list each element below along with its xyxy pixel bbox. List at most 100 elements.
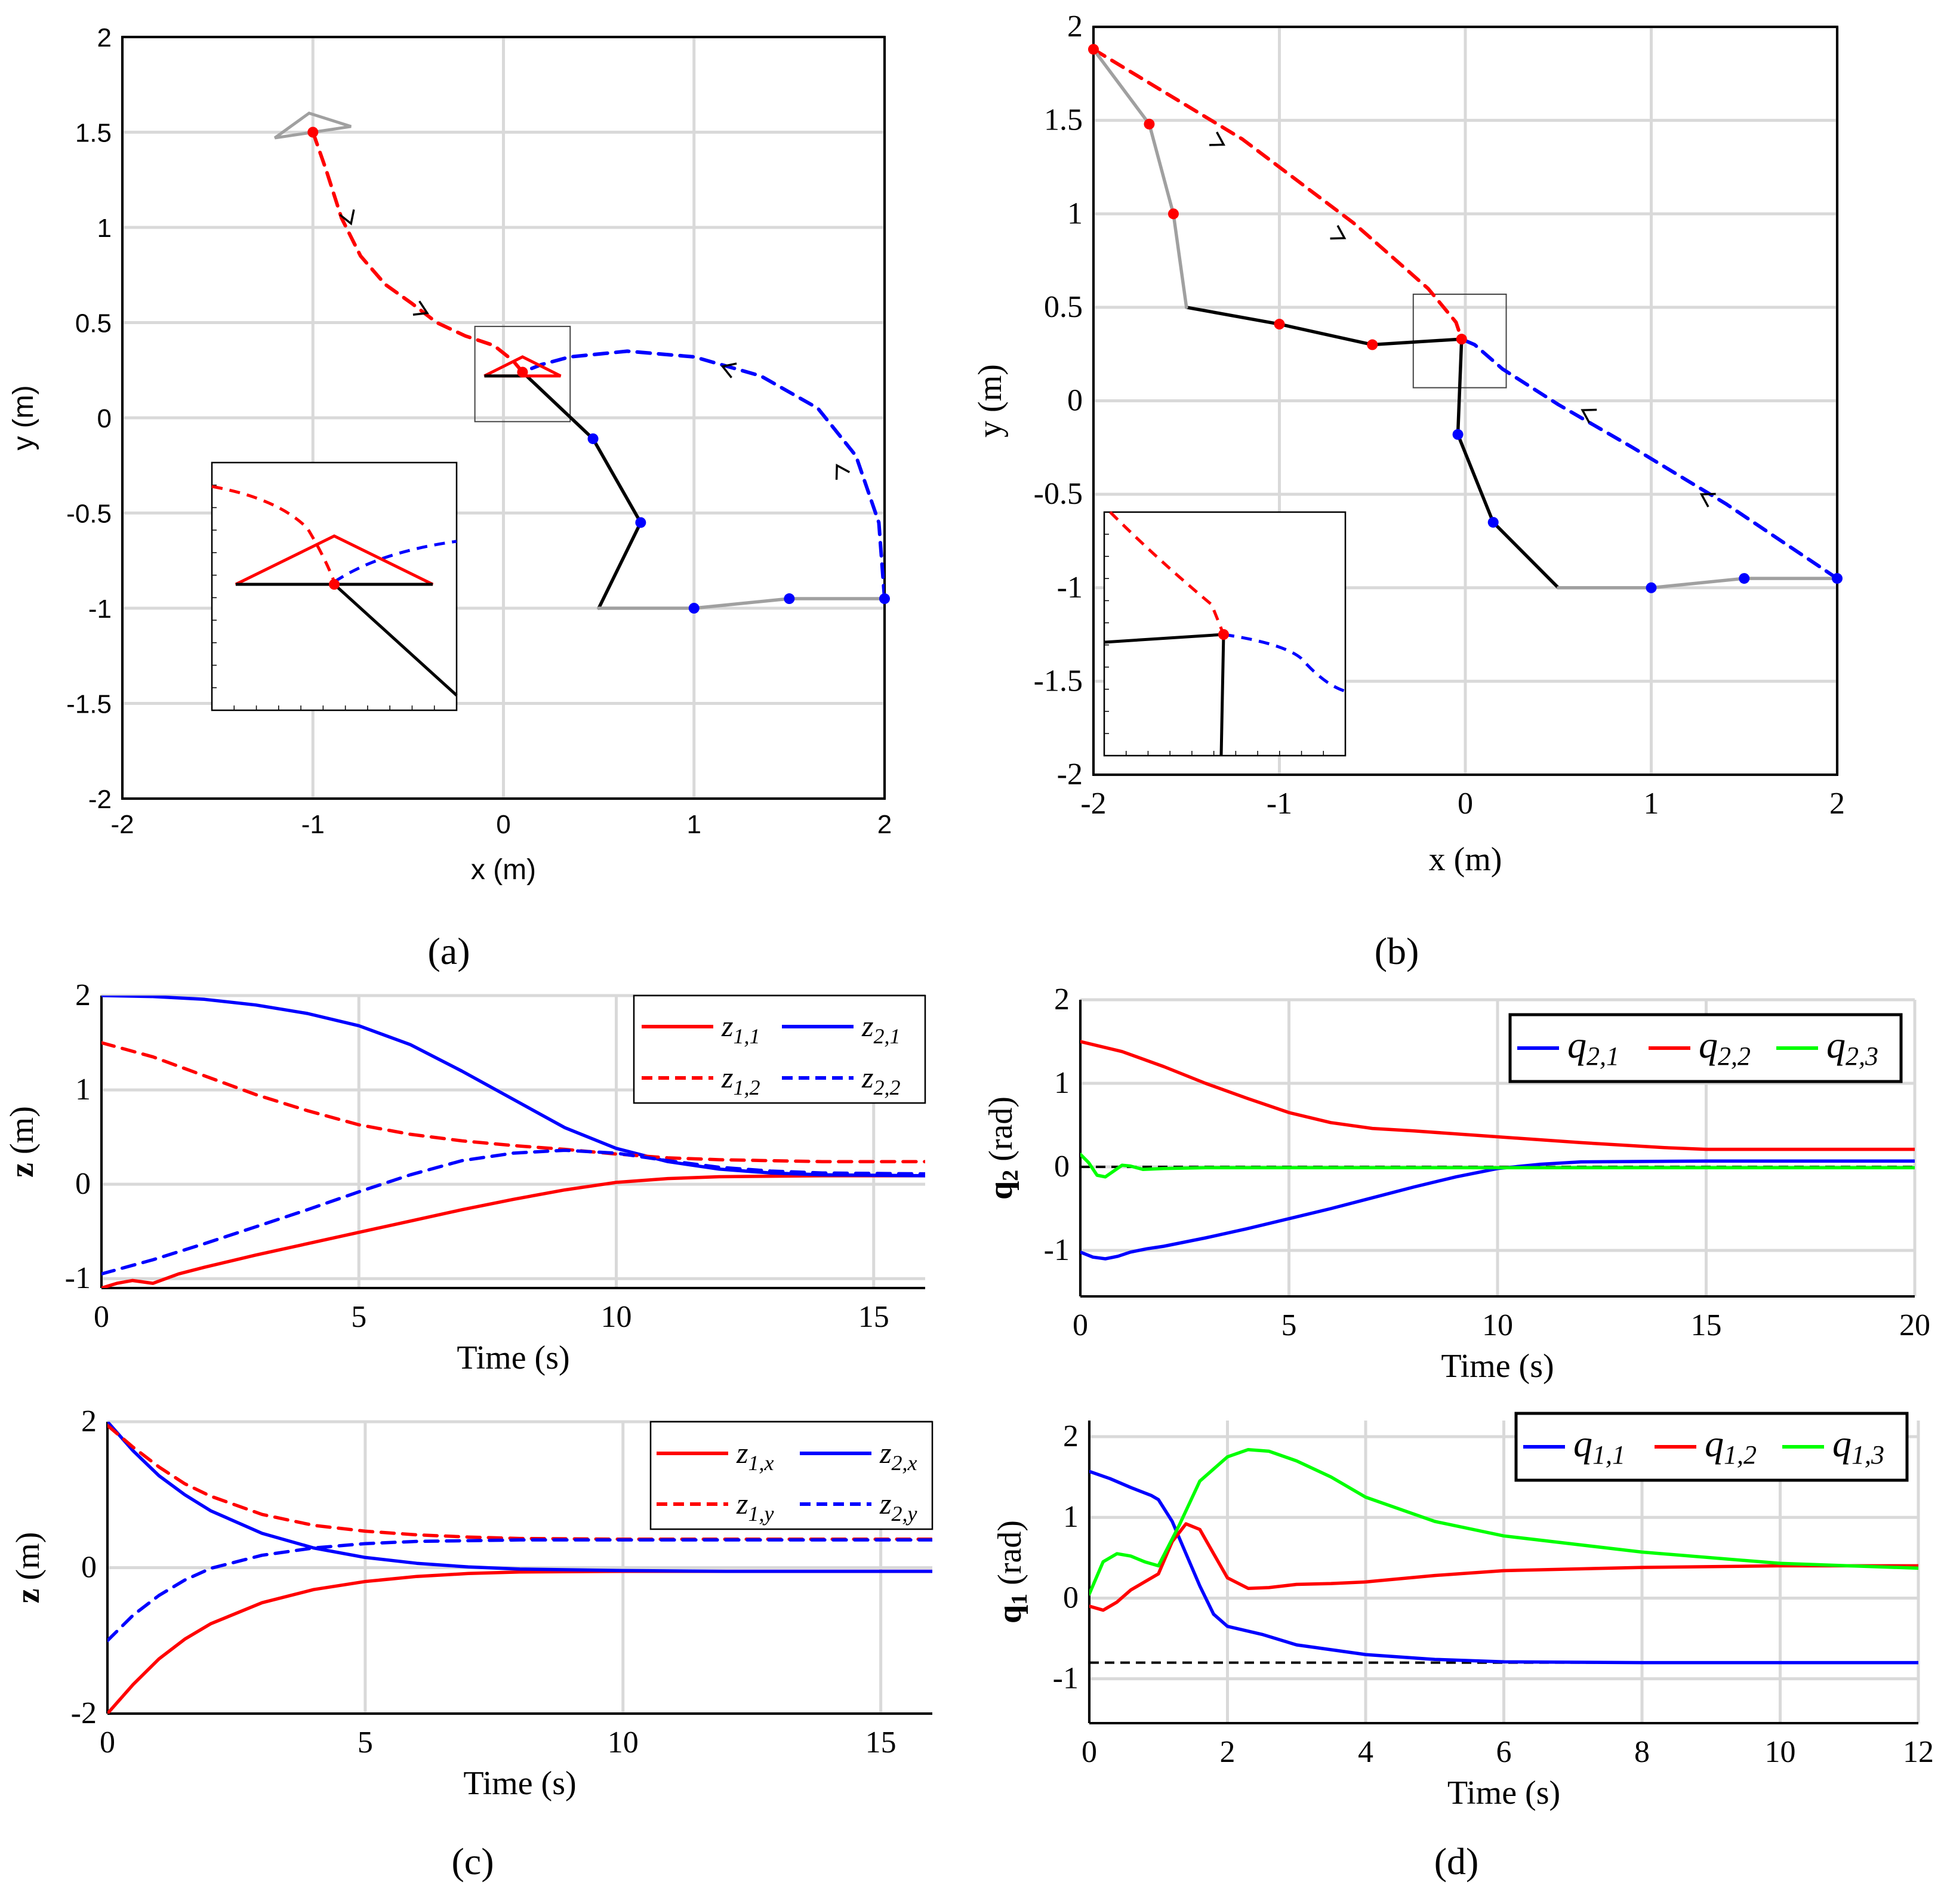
y-axis-label: z (m) [10, 1532, 47, 1604]
joint-dot-red [1144, 118, 1155, 130]
direction-arrow [1581, 408, 1597, 424]
inset-joint-dot [329, 579, 340, 590]
series-line-q1-1 [1089, 1469, 1918, 1665]
y-tick-label: 0.5 [1044, 290, 1083, 324]
series-line-red-agent-trajectory [311, 130, 525, 374]
x-tick-label: 4 [1358, 1735, 1373, 1769]
x-axis-label: x (m) [471, 854, 536, 886]
x-axis-label: Time (s) [457, 1339, 569, 1376]
y-tick-label: 1 [75, 1073, 91, 1107]
y-tick-label: -1 [65, 1261, 91, 1295]
x-tick-label: 0 [1082, 1735, 1097, 1769]
inset-red-trajectory [1109, 511, 1225, 635]
series-line-q2-3 [1080, 1153, 1915, 1179]
joint-dot-blue [1452, 429, 1464, 440]
y-axis-label: q1 (rad) [991, 1520, 1032, 1623]
joint-dot-blue [784, 593, 795, 605]
inset-red-trajectory [211, 485, 336, 583]
y-tick-label: 1 [1063, 1500, 1079, 1534]
y-axis-label: y (m) [8, 385, 39, 450]
legend-entry-label: q2,2 [1699, 1024, 1751, 1071]
series-line-initial-arm [597, 597, 885, 610]
joint-dot-red [1167, 208, 1179, 220]
x-tick-label: 5 [351, 1300, 366, 1334]
legend-entry-label: z2,1 [861, 1009, 900, 1048]
y-tick-label: 2 [1067, 10, 1083, 44]
joint-dot-red [1367, 339, 1378, 350]
series-line-q2-1 [1080, 1159, 1915, 1261]
x-tick-label: 10 [608, 1726, 639, 1760]
x-tick-label: 10 [601, 1300, 632, 1334]
x-tick-label: 15 [1691, 1308, 1722, 1342]
x-tick-label: 0 [1073, 1308, 1088, 1342]
caption-a: (a) [427, 930, 470, 972]
y-axis-label: q2 (rad) [982, 1096, 1023, 1200]
y-tick-label: 2 [75, 978, 91, 1012]
plot-frame [1092, 26, 1838, 776]
caption-b: (b) [1375, 930, 1419, 972]
panel-a-trajectory-plot: -2 -1 0 1 2 2 1.5 1 0.5 0 -0.5 -1 -1.5 -2 x (m) y (m) [8, 23, 892, 886]
series-line-blue-agent-trajectory [1459, 337, 1839, 581]
y-tick-label: 1.5 [75, 119, 112, 148]
series-line-z2-2 [101, 1148, 925, 1276]
x-tick-label: -1 [1267, 787, 1292, 821]
x-tick-label: 0 [1458, 787, 1473, 821]
series-line-z2-x [107, 1422, 932, 1573]
joint-dot-red [307, 127, 319, 138]
y-tick-label: 0 [81, 1551, 97, 1585]
x-axis-label: Time (s) [463, 1765, 576, 1802]
series-line-red-agent-trajectory [1092, 47, 1464, 341]
x-tick-label: -2 [1080, 787, 1106, 821]
legend-entry-label: q2,3 [1826, 1024, 1878, 1071]
x-tick-label: 2 [1220, 1735, 1236, 1769]
x-tick-label: 5 [358, 1726, 373, 1760]
series-line-initial-arm-left [1092, 47, 1188, 309]
series-line-z1-2 [101, 1041, 925, 1163]
x-tick-label: 10 [1765, 1735, 1796, 1769]
direction-arrow [339, 209, 355, 226]
y-tick-label: 0 [75, 1167, 91, 1201]
series-line-blue-agent-trajectory [520, 349, 885, 600]
x-tick-label: 2 [877, 810, 892, 839]
legend-entry-label: z1,x [736, 1436, 774, 1475]
y-tick-label: -2 [88, 785, 112, 814]
legend-box [1514, 1412, 1909, 1482]
inset-arm-link [333, 583, 458, 697]
x-tick-label: -1 [301, 810, 325, 839]
y-tick-label: 2 [1063, 1419, 1079, 1453]
joint-dot-red [1274, 319, 1285, 330]
joint-dot-blue [1739, 573, 1750, 584]
x-tick-label: 20 [1899, 1308, 1930, 1342]
y-tick-label: -1.5 [66, 690, 112, 719]
direction-arrow [1699, 492, 1716, 508]
plot-frame [121, 36, 886, 800]
y-tick-label: 0 [97, 404, 112, 433]
legend-entry-label: z1,1 [721, 1009, 760, 1048]
y-tick-label: 2 [1054, 982, 1070, 1016]
legend-entry-label: z1,2 [721, 1061, 760, 1099]
x-tick-label: 0 [100, 1726, 115, 1760]
series-line-final-arm [520, 370, 643, 610]
y-tick-label: 1.5 [1044, 103, 1083, 137]
inset-blue-trajectory [333, 540, 457, 584]
panel-b-trajectory-plot: -2 -1 0 1 2 2 1.5 1 0.5 0 -0.5 -1 -1.5 -2 x (m) y (m) [972, 10, 1845, 878]
x-tick-label: 8 [1634, 1735, 1650, 1769]
x-tick-label: 2 [1829, 787, 1845, 821]
legend-box [633, 994, 926, 1104]
x-tick-label: 15 [865, 1726, 897, 1760]
x-tick-label: 12 [1903, 1735, 1934, 1769]
direction-arrow [1330, 225, 1347, 240]
x-tick-label: -2 [110, 810, 134, 839]
legend-entry-label: q1,3 [1832, 1422, 1884, 1469]
inset-blue-trajectory [1223, 633, 1346, 693]
series-line-q2-2 [1080, 1040, 1915, 1151]
x-tick-label: 6 [1496, 1735, 1512, 1769]
legend-entry-label: z2,x [879, 1436, 917, 1475]
legend-entry-label: q1,2 [1705, 1422, 1757, 1469]
joint-dot-blue [1646, 582, 1657, 593]
y-tick-label: 2 [97, 23, 112, 53]
